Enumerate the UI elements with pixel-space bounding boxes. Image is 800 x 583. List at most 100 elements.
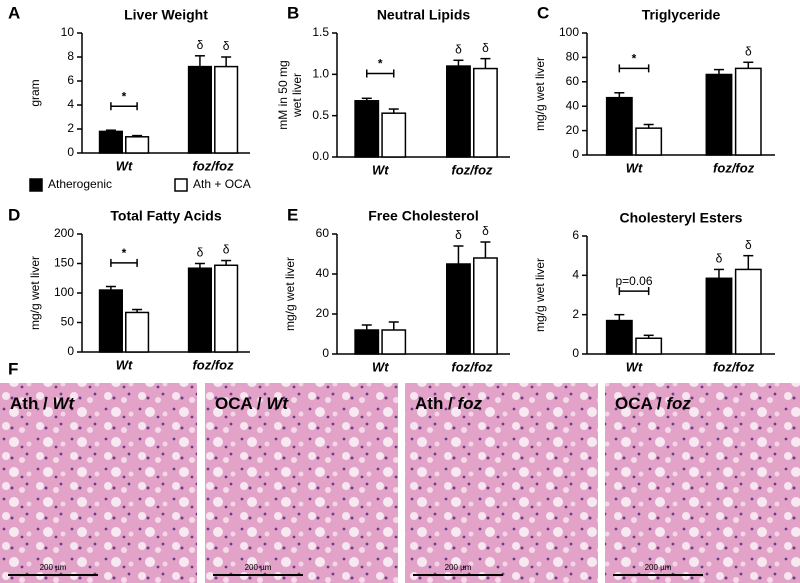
y-tick-label: 60 xyxy=(316,226,330,240)
bar xyxy=(98,289,123,353)
error-bar xyxy=(221,56,232,67)
legend-swatch xyxy=(29,178,43,192)
panel-letter: B xyxy=(287,3,299,22)
y-tick-label: 2 xyxy=(67,121,74,135)
bar xyxy=(381,112,407,158)
bar xyxy=(605,319,633,355)
histology-image xyxy=(205,383,398,583)
x-tick-label: foz/foz xyxy=(192,357,234,372)
error-bar xyxy=(713,68,724,75)
x-tick-label: Wt xyxy=(372,162,389,177)
delta-label: δ xyxy=(745,44,752,58)
y-tick-label: 0 xyxy=(67,344,74,358)
y-tick-label: 0 xyxy=(67,145,74,159)
error-bar xyxy=(480,241,491,258)
image-genotype: Wt xyxy=(266,394,289,413)
y-tick-label: 40 xyxy=(566,98,580,112)
bar xyxy=(635,337,663,355)
bar xyxy=(473,257,498,355)
x-tick-label: foz/foz xyxy=(451,359,493,374)
bar xyxy=(734,268,762,355)
chart-title: Cholesteryl Esters xyxy=(620,210,743,226)
error-bar xyxy=(105,129,116,132)
scale-label: 200 µm xyxy=(245,563,272,572)
y-tick-label: 4 xyxy=(67,97,74,111)
chart-title: Total Fatty Acids xyxy=(110,208,221,224)
image-genotype: Wt xyxy=(53,394,76,413)
error-bar xyxy=(132,134,143,137)
delta-label: δ xyxy=(455,42,462,56)
y-tick-label: 40 xyxy=(316,266,330,280)
x-tick-label: foz/foz xyxy=(713,160,755,175)
bar xyxy=(98,130,123,154)
x-tick-label: foz/foz xyxy=(192,158,234,173)
bar xyxy=(214,264,239,353)
y-tick-label: 0.5 xyxy=(312,108,329,122)
error-bar xyxy=(614,313,625,321)
y-axis-label: mg/g wet liver xyxy=(283,257,297,331)
bar xyxy=(446,65,471,158)
y-tick-label: 80 xyxy=(566,50,580,64)
error-bar xyxy=(643,123,654,129)
legend-label: Ath + OCA xyxy=(193,177,251,191)
image-treatment: OCA / xyxy=(615,394,666,413)
y-tick-label: 150 xyxy=(54,256,74,270)
y-tick-label: 100 xyxy=(54,285,74,299)
image-treatment: OCA / xyxy=(215,394,266,413)
x-tick-label: foz/foz xyxy=(713,359,755,374)
bar xyxy=(446,263,471,355)
bar xyxy=(473,67,498,158)
y-tick-label: 20 xyxy=(316,306,330,320)
error-bar xyxy=(713,268,724,279)
histology-image xyxy=(405,383,598,583)
y-axis-label: gram xyxy=(28,79,42,106)
bar xyxy=(354,100,380,158)
panel-letter: A xyxy=(8,3,20,22)
error-bar xyxy=(388,108,399,114)
y-tick-label: 0.0 xyxy=(312,149,329,163)
bar xyxy=(354,329,380,355)
x-tick-label: foz/foz xyxy=(451,162,493,177)
error-bar xyxy=(361,324,372,330)
y-tick-label: 6 xyxy=(67,73,74,87)
bar xyxy=(187,267,213,353)
error-bar xyxy=(105,285,116,291)
legend-swatch xyxy=(174,178,188,192)
image-label: OCA / Wt xyxy=(215,394,289,413)
y-tick-label: 0 xyxy=(572,346,579,360)
y-tick-label: 60 xyxy=(566,74,580,88)
bar xyxy=(705,277,733,355)
delta-label: δ xyxy=(745,238,752,252)
y-tick-label: 10 xyxy=(61,25,75,39)
histology-image xyxy=(0,383,197,583)
panel-letter: C xyxy=(537,3,549,22)
y-axis-label: mg/g wet liver xyxy=(533,57,547,131)
y-tick-label: 8 xyxy=(67,49,74,63)
error-bar xyxy=(480,57,491,69)
x-tick-label: Wt xyxy=(626,160,643,175)
error-bar xyxy=(388,321,399,330)
image-genotype: foz xyxy=(666,394,691,413)
legend-label: Atherogenic xyxy=(48,177,112,191)
sig-label: * xyxy=(122,246,127,260)
y-axis-label: mg/g wet liver xyxy=(533,258,547,332)
error-bar xyxy=(743,61,754,69)
delta-label: δ xyxy=(223,243,230,257)
bar xyxy=(214,65,239,154)
sig-label: * xyxy=(378,57,383,71)
error-bar xyxy=(194,262,205,269)
bar xyxy=(125,136,150,154)
bar xyxy=(125,311,150,353)
image-genotype: foz xyxy=(458,394,483,413)
y-tick-label: 0 xyxy=(572,147,579,161)
image-label: OCA / foz xyxy=(615,394,691,413)
sig-label: p=0.06 xyxy=(615,274,652,288)
error-bar xyxy=(743,254,754,270)
delta-label: δ xyxy=(455,228,462,242)
x-tick-label: Wt xyxy=(116,158,133,173)
y-tick-label: 100 xyxy=(559,25,579,39)
y-tick-label: 0 xyxy=(322,346,329,360)
delta-label: δ xyxy=(197,38,204,52)
bar xyxy=(705,73,733,156)
sig-label: * xyxy=(632,52,637,66)
